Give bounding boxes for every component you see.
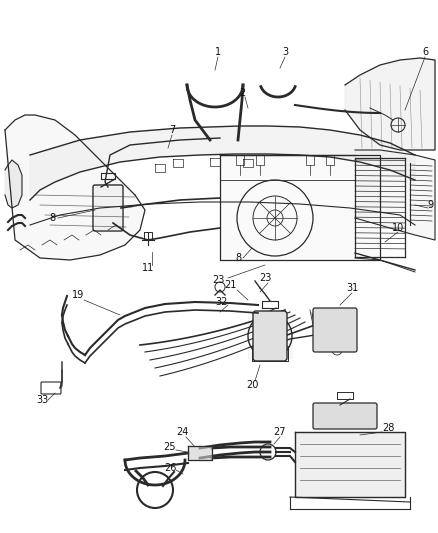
Text: 27: 27 — [274, 427, 286, 437]
Text: 24: 24 — [176, 427, 188, 437]
Polygon shape — [248, 314, 292, 358]
Text: 31: 31 — [346, 283, 358, 293]
Polygon shape — [188, 446, 212, 460]
Text: 6: 6 — [422, 47, 428, 57]
Text: 3: 3 — [282, 47, 288, 57]
Text: 9: 9 — [427, 200, 433, 210]
Text: 21: 21 — [224, 280, 236, 290]
Polygon shape — [355, 150, 435, 240]
FancyBboxPatch shape — [313, 308, 357, 352]
Text: 11: 11 — [142, 263, 154, 273]
Polygon shape — [295, 432, 405, 497]
Text: 8: 8 — [49, 213, 55, 223]
Text: 8: 8 — [235, 253, 241, 263]
Text: 7: 7 — [169, 125, 175, 135]
Text: 1: 1 — [215, 47, 221, 57]
Text: 23: 23 — [212, 275, 224, 285]
Text: 33: 33 — [36, 395, 48, 405]
Text: 23: 23 — [259, 273, 271, 283]
Text: 19: 19 — [72, 290, 84, 300]
Polygon shape — [5, 160, 22, 208]
Text: 10: 10 — [392, 223, 404, 233]
Polygon shape — [220, 155, 380, 260]
Text: 26: 26 — [164, 463, 176, 473]
Text: 25: 25 — [164, 442, 176, 452]
Text: 2: 2 — [239, 88, 245, 98]
FancyBboxPatch shape — [313, 403, 377, 429]
Text: 32: 32 — [216, 297, 228, 307]
Text: 28: 28 — [382, 423, 394, 433]
FancyBboxPatch shape — [253, 311, 287, 361]
Polygon shape — [30, 126, 415, 200]
Text: 20: 20 — [246, 380, 258, 390]
Polygon shape — [345, 58, 435, 150]
Polygon shape — [5, 115, 145, 260]
Polygon shape — [95, 187, 121, 229]
